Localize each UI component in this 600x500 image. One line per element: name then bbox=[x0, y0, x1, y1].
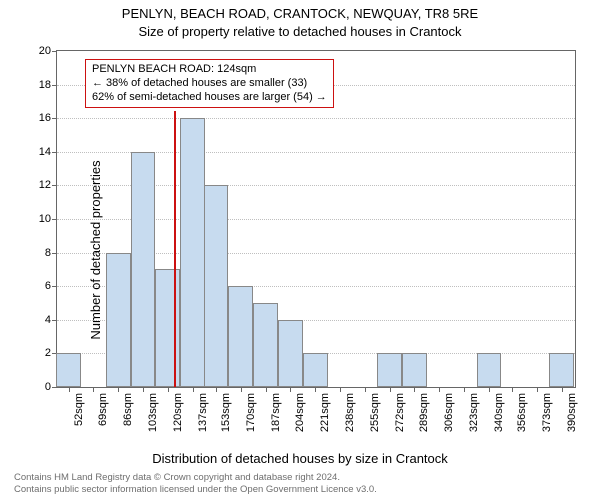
x-tick-label: 306sqm bbox=[443, 393, 455, 432]
histogram-bar bbox=[131, 152, 156, 387]
histogram-bar bbox=[253, 303, 278, 387]
plot-area: 0246810121416182052sqm69sqm86sqm103sqm12… bbox=[56, 50, 576, 388]
histogram-bar bbox=[477, 353, 502, 387]
x-tick-label: 323sqm bbox=[468, 393, 480, 432]
y-tick-label: 18 bbox=[39, 79, 57, 91]
histogram-bar bbox=[228, 286, 253, 387]
x-tick-mark bbox=[512, 387, 513, 392]
x-tick-label: 86sqm bbox=[122, 393, 134, 426]
x-tick-label: 170sqm bbox=[245, 393, 257, 432]
x-tick-mark bbox=[266, 387, 267, 392]
y-tick-label: 10 bbox=[39, 213, 57, 225]
y-tick-label: 12 bbox=[39, 179, 57, 191]
y-tick-label: 0 bbox=[45, 381, 57, 393]
x-tick-mark bbox=[464, 387, 465, 392]
x-tick-mark bbox=[193, 387, 194, 392]
grid-line bbox=[57, 118, 575, 119]
histogram-bar bbox=[549, 353, 574, 387]
x-tick-mark bbox=[118, 387, 119, 392]
footer-line-2: Contains public sector information licen… bbox=[14, 484, 377, 496]
x-tick-mark bbox=[390, 387, 391, 392]
x-tick-label: 221sqm bbox=[319, 393, 331, 432]
x-axis-label: Distribution of detached houses by size … bbox=[0, 451, 600, 466]
x-tick-label: 373sqm bbox=[541, 393, 553, 432]
histogram-bar bbox=[402, 353, 427, 387]
legend-line-2: ← 38% of detached houses are smaller (33… bbox=[92, 77, 327, 91]
x-tick-mark bbox=[315, 387, 316, 392]
y-tick-label: 16 bbox=[39, 112, 57, 124]
x-tick-mark bbox=[168, 387, 169, 392]
x-tick-label: 103sqm bbox=[147, 393, 159, 432]
x-tick-mark bbox=[562, 387, 563, 392]
title-main: PENLYN, BEACH ROAD, CRANTOCK, NEWQUAY, T… bbox=[0, 6, 600, 21]
x-tick-label: 238sqm bbox=[344, 393, 356, 432]
x-tick-label: 289sqm bbox=[418, 393, 430, 432]
histogram-bar bbox=[278, 320, 303, 387]
histogram-bar bbox=[303, 353, 328, 387]
x-tick-mark bbox=[93, 387, 94, 392]
x-tick-mark bbox=[489, 387, 490, 392]
x-tick-label: 356sqm bbox=[516, 393, 528, 432]
histogram-bar bbox=[377, 353, 402, 387]
x-tick-label: 52sqm bbox=[73, 393, 85, 426]
x-tick-label: 120sqm bbox=[172, 393, 184, 432]
x-tick-label: 204sqm bbox=[294, 393, 306, 432]
legend-line-1: PENLYN BEACH ROAD: 124sqm bbox=[92, 63, 327, 77]
x-tick-mark bbox=[439, 387, 440, 392]
x-tick-mark bbox=[414, 387, 415, 392]
x-tick-label: 272sqm bbox=[394, 393, 406, 432]
x-tick-label: 69sqm bbox=[97, 393, 109, 426]
x-tick-mark bbox=[216, 387, 217, 392]
y-tick-label: 6 bbox=[45, 280, 57, 292]
x-tick-mark bbox=[69, 387, 70, 392]
y-tick-label: 20 bbox=[39, 45, 57, 57]
title-sub: Size of property relative to detached ho… bbox=[0, 24, 600, 39]
x-tick-mark bbox=[537, 387, 538, 392]
x-tick-mark bbox=[143, 387, 144, 392]
y-tick-label: 2 bbox=[45, 347, 57, 359]
x-tick-label: 137sqm bbox=[197, 393, 209, 432]
footer: Contains HM Land Registry data © Crown c… bbox=[14, 472, 377, 496]
legend-line-3: 62% of semi-detached houses are larger (… bbox=[92, 91, 327, 105]
x-tick-label: 340sqm bbox=[493, 393, 505, 432]
histogram-bar bbox=[155, 269, 180, 387]
histogram-bar bbox=[56, 353, 81, 387]
y-tick-label: 14 bbox=[39, 146, 57, 158]
y-tick-label: 4 bbox=[45, 314, 57, 326]
histogram-bar bbox=[106, 253, 131, 387]
marker-line bbox=[174, 111, 176, 387]
x-tick-label: 390sqm bbox=[566, 393, 578, 432]
histogram-bar bbox=[204, 185, 229, 387]
x-tick-label: 187sqm bbox=[270, 393, 282, 432]
histogram-bar bbox=[180, 118, 205, 387]
x-tick-mark bbox=[290, 387, 291, 392]
x-tick-mark bbox=[365, 387, 366, 392]
y-tick-label: 8 bbox=[45, 247, 57, 259]
x-tick-mark bbox=[340, 387, 341, 392]
footer-line-1: Contains HM Land Registry data © Crown c… bbox=[14, 472, 377, 484]
x-tick-label: 255sqm bbox=[369, 393, 381, 432]
x-tick-label: 153sqm bbox=[220, 393, 232, 432]
chart-container: PENLYN, BEACH ROAD, CRANTOCK, NEWQUAY, T… bbox=[0, 0, 600, 500]
legend-box: PENLYN BEACH ROAD: 124sqm ← 38% of detac… bbox=[85, 59, 334, 108]
x-tick-mark bbox=[241, 387, 242, 392]
